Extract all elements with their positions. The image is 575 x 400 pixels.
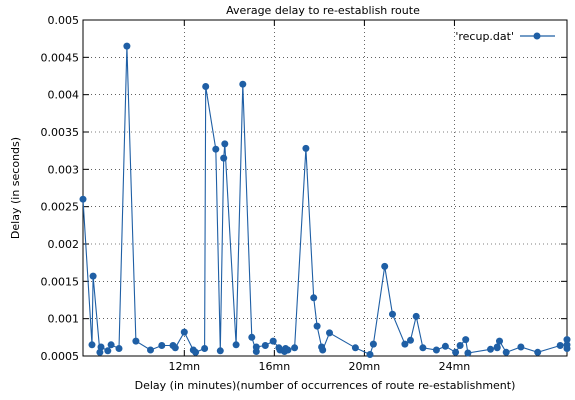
data-point: [261, 342, 269, 349]
data-point: [171, 344, 179, 352]
data-point: [369, 340, 377, 348]
data-point: [502, 348, 510, 356]
data-point: [351, 344, 359, 352]
x-axis-label: Delay (in minutes)(number of occurrences…: [135, 379, 516, 392]
data-point: [192, 348, 200, 356]
data-point: [563, 345, 571, 352]
data-point: [239, 80, 247, 88]
data-point: [563, 336, 571, 344]
data-point: [158, 342, 166, 349]
y-tick-label: 0.005: [48, 14, 80, 27]
data-point: [464, 349, 472, 357]
data-point: [97, 343, 105, 351]
data-point: [441, 342, 449, 350]
data-point: [248, 333, 256, 341]
data-point: [147, 346, 154, 354]
data-point: [232, 341, 240, 349]
data-point: [326, 329, 333, 337]
data-point: [462, 336, 470, 344]
data-point: [313, 322, 321, 330]
legend: 'recup.dat': [455, 30, 555, 43]
y-tick-label: 0.0015: [41, 275, 80, 288]
data-point: [496, 337, 503, 345]
data-point: [452, 348, 460, 356]
data-point: [115, 345, 123, 352]
data-point: [487, 345, 494, 353]
series-group: [79, 42, 571, 358]
data-point: [366, 351, 374, 358]
y-tick-label: 0.003: [48, 163, 80, 176]
data-point: [284, 346, 292, 354]
legend-label: 'recup.dat': [455, 30, 514, 43]
data-point: [419, 344, 427, 352]
data-point: [310, 294, 318, 302]
data-point: [180, 328, 188, 336]
data-point: [107, 341, 115, 349]
x-tick-label: 12mn: [168, 360, 200, 373]
chart-title: Average delay to re-establish route: [226, 4, 420, 17]
y-tick-label: 0.002: [48, 238, 80, 251]
data-point: [252, 343, 260, 351]
x-tick-label: 16mn: [259, 360, 291, 373]
y-tick-label: 0.0045: [41, 51, 80, 64]
data-point: [412, 312, 420, 320]
y-tick-label: 0.001: [48, 313, 80, 326]
plot-frame: [82, 19, 568, 357]
data-point: [381, 262, 389, 270]
grid-lines: [83, 20, 567, 356]
data-point: [401, 340, 409, 348]
data-point: [556, 342, 564, 349]
data-point: [407, 336, 414, 344]
data-point: [389, 310, 396, 318]
y-axis-label: Delay (in seconds): [9, 137, 22, 239]
data-point: [291, 344, 299, 352]
data-point: [534, 348, 542, 356]
data-point: [123, 42, 131, 50]
data-point: [269, 337, 277, 345]
series-line: [82, 46, 568, 356]
y-tick-label: 0.004: [48, 89, 80, 102]
y-tick-label: 0.0025: [41, 201, 80, 214]
data-point: [79, 195, 87, 203]
data-point: [132, 337, 140, 345]
y-tick-label: 0.0035: [41, 126, 80, 139]
x-tick-label: 24mn: [439, 360, 471, 373]
data-point: [202, 83, 210, 90]
y-tick-label: 0.0005: [41, 350, 80, 363]
data-point: [456, 342, 464, 349]
data-point: [96, 348, 104, 356]
data-point: [221, 140, 229, 148]
data-point: [89, 272, 97, 280]
data-point: [493, 344, 501, 352]
data-point: [216, 347, 224, 355]
x-tick-label: 20mn: [349, 360, 381, 373]
data-point: [302, 144, 310, 152]
data-point: [220, 154, 228, 162]
data-point: [201, 345, 209, 352]
data-point: [432, 346, 440, 354]
data-point: [88, 341, 96, 349]
data-point: [212, 145, 220, 153]
x-axis: 12mn 16mn 20mn 24mn: [168, 20, 470, 373]
legend-marker-swatch: [533, 32, 541, 40]
data-point: [104, 347, 112, 355]
data-point: [319, 346, 327, 354]
data-point: [517, 343, 525, 351]
